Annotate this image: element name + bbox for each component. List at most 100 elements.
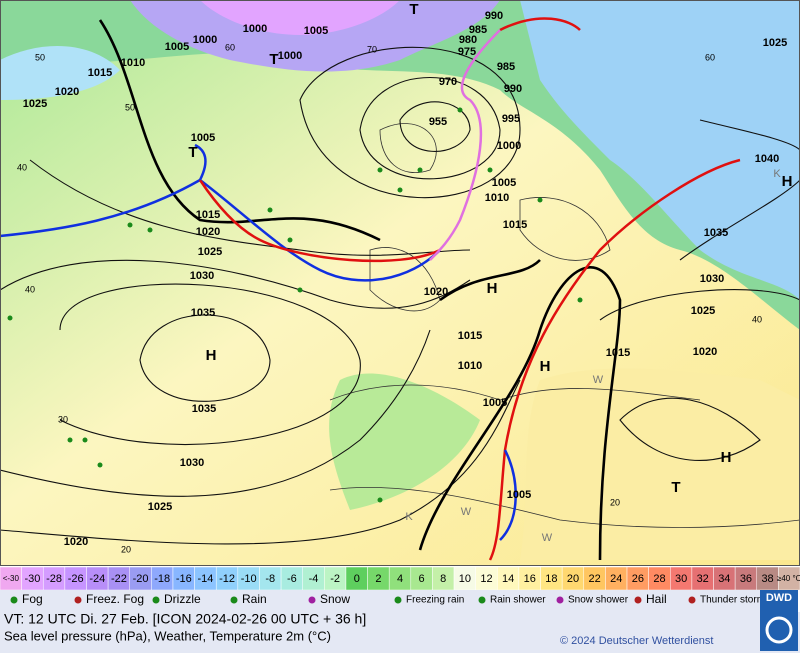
isobar [299,46,521,199]
isobar-label: 1000 [243,23,267,35]
rain-symbol [127,222,133,228]
temperature-label: 40 [17,162,27,172]
isobar-label: 1030 [180,457,204,469]
isobar [0,329,431,497]
scale-label: -28 [46,573,62,585]
isobar-label: 1000 [193,34,217,46]
scale-label: -24 [89,573,105,585]
isobar [399,101,471,152]
pressure-center: T [409,1,418,18]
isobar-label: 955 [429,116,447,128]
legend-icon [556,596,564,604]
airmass-letter: W [593,374,604,386]
isobar-label: 1000 [278,50,302,62]
legend-label: Rain [242,592,267,606]
legend-label: Freez. Fog [86,592,144,606]
isobar-label: 1025 [691,305,715,317]
isobar-label: 985 [469,24,487,36]
scale-label: -4 [309,573,319,585]
isobar-label: 1030 [190,270,214,282]
isobar-label: 1020 [424,286,448,298]
isobar-label: 980 [459,34,477,46]
isobar [0,259,471,309]
isobar-label: 1035 [704,227,728,239]
isobar-bold [98,19,381,242]
coastline [329,384,800,528]
temperature-label: 30 [58,414,68,424]
rain-symbol [287,237,293,243]
legend-label: Snow [320,592,350,606]
legend-label: Drizzle [164,592,201,606]
magenta-area [200,0,400,35]
legend-icon [634,596,642,604]
weather-legend: Fog Freez. Fog Drizzle Rain Snow Freezing rai… [0,590,765,612]
scale-label: -10 [241,573,257,585]
footer-background [0,612,800,653]
isobar [359,77,501,180]
legend-icon [688,596,696,604]
scale-label: 4 [397,573,403,585]
legend-background [0,590,760,612]
pressure-center: H [487,280,498,297]
scale-label: 12 [480,573,492,585]
scale-label: 0 [354,573,360,585]
legend-icon [152,596,160,604]
isobar-label: 1010 [458,360,482,372]
scale-label: 22 [588,573,600,585]
scale-label: -18 [154,573,170,585]
isobar-label: 970 [439,76,457,88]
rain-symbol [457,107,463,113]
isobar-label: 1010 [121,57,145,69]
legend-icon [230,596,238,604]
isobar-label: 990 [504,83,522,95]
isobar-label: 975 [458,46,476,58]
temperature-label: 60 [225,42,235,52]
temperature-label: 20 [121,544,131,554]
scale-label: -16 [176,573,192,585]
isobar-label: 1035 [192,403,216,415]
scale-label: 18 [545,573,557,585]
occlusion [429,29,501,261]
temperature-label: 50 [35,52,45,62]
scale-label: 34 [718,573,730,585]
legend-icon [478,596,486,604]
rain-symbol [487,167,493,173]
airmass-letter: W [542,532,553,544]
legend-label: Thunder storm [700,595,765,606]
pressure-center: T [188,144,197,161]
purple-area [130,0,500,72]
legend-label: Hail [646,592,667,606]
rain-symbol [377,167,383,173]
isobar [59,283,361,445]
temperature-label: 20 [610,497,620,507]
temperature-label: 40 [752,314,762,324]
logo-icon [765,616,793,644]
temperature-label: 40 [25,284,35,294]
scale-label: -20 [133,573,149,585]
airmass-letter: K [773,168,781,180]
legend-icon [10,596,18,604]
rain-symbol [297,287,303,293]
legend-icon [74,596,82,604]
isobar-label: 1005 [507,489,531,501]
scale-label: -8 [265,573,275,585]
rain-symbol [147,227,153,233]
scale-label: <-30 [3,574,20,583]
isobar-label: 1005 [165,41,189,53]
pressure-center: H [206,347,217,364]
temperature-label: 70 [367,44,377,54]
isobar-label: 1025 [198,246,222,258]
scale-label: 10 [459,573,471,585]
isobar-bold [439,259,541,302]
map [0,0,800,566]
scale-label: 32 [697,573,709,585]
scale-label: -26 [68,573,84,585]
isobar-label: 1020 [693,346,717,358]
scale-label: -12 [219,573,235,585]
rain-symbol [397,187,403,193]
isobar-label: 1025 [763,37,787,49]
pressure-center: H [721,449,732,466]
rain-symbol [417,167,423,173]
temperature-scale: <-30 -30 -28 -26 -24 -22 -20 -18 -16 -14 -12 -10 -8-… [0,566,800,591]
scale-label: 24 [610,573,622,585]
